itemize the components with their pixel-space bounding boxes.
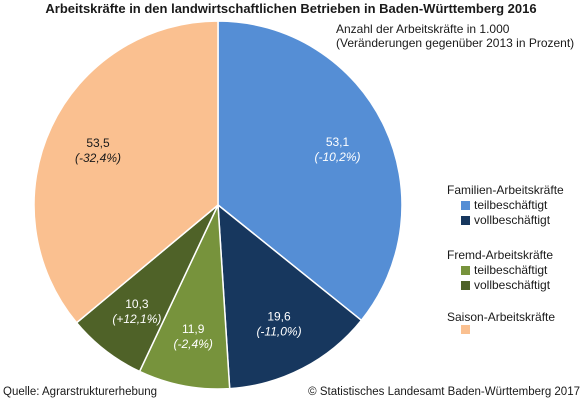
legend-item: teilbeschäftigt	[447, 198, 564, 213]
legend-item-label: teilbeschäftigt	[474, 198, 548, 212]
pie-slice	[217, 203, 363, 390]
slice-value-label: 11,9	[182, 322, 205, 336]
legend-swatch	[461, 325, 470, 334]
legend-item: vollbeschäftigt	[447, 213, 564, 228]
legend-swatch	[461, 201, 470, 210]
legend-item-label: vollbeschäftigt	[474, 213, 551, 227]
slice-value-label: 53,1	[326, 135, 350, 149]
legend-swatch	[461, 281, 470, 290]
legend-item	[447, 325, 555, 334]
legend-item: teilbeschäftigt	[447, 263, 553, 278]
slice-value-label: 19,6	[267, 310, 291, 324]
slice-change-label: (-2,4%)	[174, 337, 213, 351]
legend-group-title: Saison-Arbeitskräfte	[447, 310, 556, 324]
pie-slice	[217, 20, 403, 322]
slice-change-label: (+12,1%)	[112, 312, 161, 326]
slice-change-label: (-10,2%)	[314, 150, 360, 164]
slice-change-label: (-11,0%)	[256, 325, 301, 339]
pie-slice	[138, 204, 231, 390]
subtitle-line-2: (Veränderungen gegenüber 2013 in Prozent…	[336, 36, 575, 50]
legend-swatch	[461, 216, 470, 225]
legend-item-label: vollbeschäftigt	[474, 278, 551, 292]
legend-group-familien: Familien-Arbeitskräfte teilbeschäftigt v…	[447, 183, 564, 228]
slice-value-label: 53,5	[86, 136, 110, 150]
chart-subtitle: Anzahl der Arbeitskräfte in 1.000 (Verän…	[336, 22, 574, 50]
subtitle-line-1: Anzahl der Arbeitskräfte in 1.000	[336, 22, 510, 36]
legend-group-title: Fremd-Arbeitskräfte	[447, 248, 554, 262]
chart-title: Arbeitskräfte in den landwirtschaftliche…	[45, 1, 537, 16]
pie-slice	[33, 20, 219, 324]
copyright-note: © Statistisches Landesamt Baden-Württemb…	[308, 386, 580, 398]
legend-group-saison: Saison-Arbeitskräfte	[447, 310, 555, 334]
legend-group-title: Familien-Arbeitskräfte	[447, 183, 564, 197]
source-note: Quelle: Agrarstrukturerhebung	[3, 386, 158, 398]
slice-value-label: 10,3	[125, 297, 149, 311]
legend-swatch	[461, 266, 470, 275]
legend-item-label: teilbeschäftigt	[474, 263, 548, 277]
legend-item: vollbeschäftigt	[447, 278, 553, 293]
slice-change-label: (-32,4%)	[75, 151, 121, 165]
legend-group-fremd: Fremd-Arbeitskräfte teilbeschäftigt voll…	[447, 248, 553, 293]
